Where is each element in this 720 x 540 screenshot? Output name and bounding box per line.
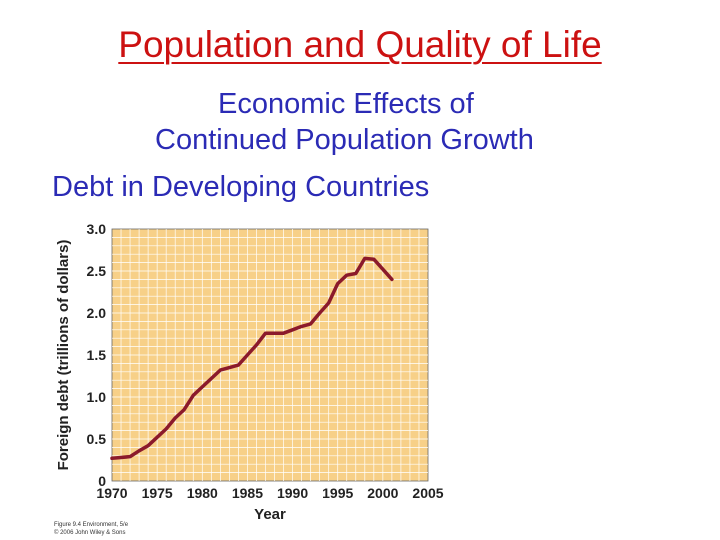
y-tick-label: 1.0 bbox=[87, 389, 107, 405]
data-point bbox=[237, 363, 240, 367]
data-point bbox=[309, 322, 312, 326]
y-tick-label: 1.5 bbox=[87, 347, 107, 363]
data-point bbox=[119, 456, 123, 459]
figure-credit-line-2: © 2006 John Wiley & Sons bbox=[54, 530, 126, 536]
subtitle-line-1: Economic Effects of bbox=[218, 88, 474, 120]
y-tick-label: 2.5 bbox=[87, 263, 107, 279]
data-point bbox=[354, 272, 357, 275]
y-axis-label: Foreign debt (trillions of dollars) bbox=[55, 240, 72, 471]
data-point bbox=[255, 343, 258, 347]
x-tick-label: 1980 bbox=[187, 485, 218, 501]
data-point bbox=[128, 455, 132, 458]
figure-credit-line-1: Figure 9.4 Environment, 5/e bbox=[54, 522, 129, 528]
data-point bbox=[363, 257, 366, 260]
slide-title: Population and Quality of Life bbox=[118, 24, 602, 65]
data-point bbox=[264, 331, 267, 335]
x-tick-label: 2000 bbox=[367, 485, 398, 501]
x-tick-label: 1990 bbox=[277, 485, 308, 501]
data-point bbox=[192, 394, 195, 397]
grid-lines bbox=[112, 229, 428, 481]
data-point bbox=[146, 444, 150, 447]
data-point bbox=[300, 325, 303, 328]
data-point bbox=[273, 331, 276, 335]
y-tick-label: 0.5 bbox=[87, 431, 107, 447]
data-point bbox=[201, 385, 204, 389]
subtitle-line-2: Continued Population Growth bbox=[155, 124, 534, 156]
data-point bbox=[381, 268, 385, 271]
tick-labels: 0 0.5 1.0 1.5 2.0 2.5 3.0 1970 1975 1980 1985 1990 1… bbox=[87, 221, 444, 501]
x-tick-label: 1995 bbox=[322, 485, 353, 501]
data-point bbox=[282, 331, 285, 335]
x-axis-label: Year bbox=[254, 506, 286, 523]
data-point bbox=[164, 427, 168, 431]
data-point bbox=[174, 416, 177, 420]
data-point bbox=[291, 328, 294, 331]
series-line bbox=[110, 256, 394, 461]
data-point bbox=[345, 274, 348, 277]
data-point bbox=[155, 436, 159, 439]
data-point bbox=[110, 457, 114, 460]
data-point bbox=[137, 449, 141, 452]
data-points bbox=[110, 257, 394, 460]
data-point bbox=[372, 258, 376, 261]
data-point bbox=[318, 311, 321, 315]
y-tick-label: 2.0 bbox=[87, 305, 107, 321]
data-point bbox=[183, 408, 186, 411]
data-point bbox=[390, 278, 394, 281]
subtitle-line-3: Debt in Developing Countries bbox=[52, 171, 430, 203]
x-tick-label: 1975 bbox=[142, 485, 173, 501]
data-point bbox=[210, 377, 213, 380]
data-point bbox=[336, 282, 339, 285]
y-tick-label: 0 bbox=[98, 473, 106, 489]
data-point bbox=[327, 301, 330, 305]
data-point bbox=[246, 353, 249, 357]
x-tick-label: 1985 bbox=[232, 485, 263, 501]
data-point bbox=[219, 368, 222, 372]
x-tick-label: 1970 bbox=[96, 485, 127, 501]
data-point bbox=[228, 366, 231, 369]
x-tick-label: 2005 bbox=[412, 485, 443, 501]
y-tick-label: 3.0 bbox=[87, 221, 107, 237]
